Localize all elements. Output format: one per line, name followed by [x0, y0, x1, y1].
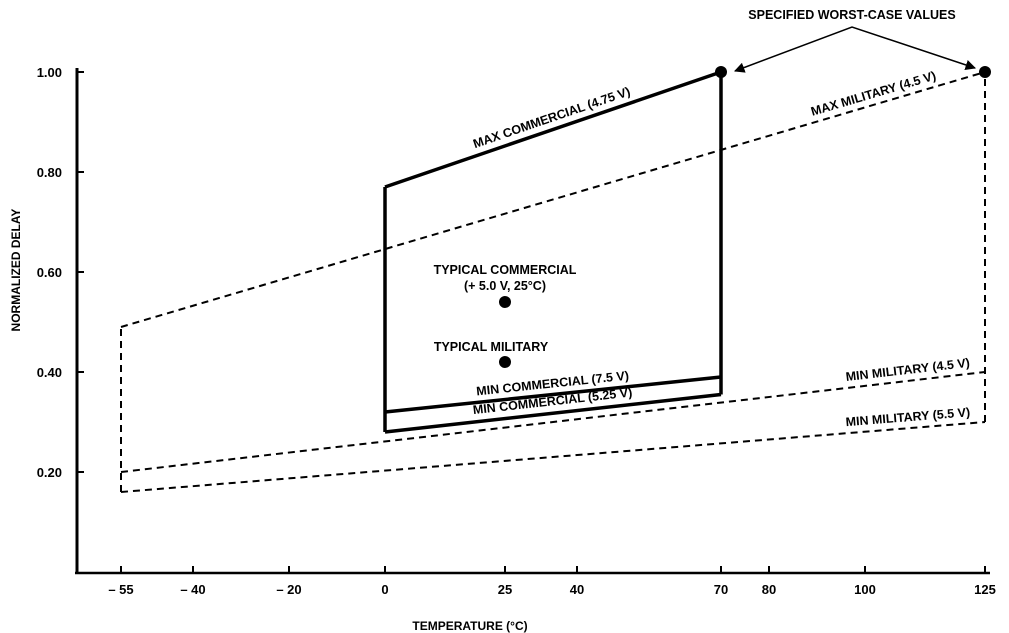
- y-tick-label: 0.60: [37, 265, 62, 280]
- series-line-min-commercial-7-5-v: [384, 375, 722, 414]
- data-point: [499, 356, 511, 368]
- series-line-min-commercial-5-25-v: [384, 392, 722, 434]
- series-label: MAX MILITARY (4.5 V): [809, 69, 937, 119]
- worst-case-annotation: SPECIFIED WORST-CASE VALUES: [748, 8, 955, 22]
- series-line-max-commercial-4-75-v: [384, 70, 722, 189]
- x-tick-label: 125: [974, 582, 996, 597]
- x-tick-label: 40: [570, 582, 584, 597]
- y-tick-label: 1.00: [37, 65, 62, 80]
- data-point: [715, 66, 727, 78]
- y-axis-label: NORMALIZED DELAY: [9, 209, 23, 332]
- x-tick-label: 100: [854, 582, 876, 597]
- series-label: MIN MILITARY (4.5 V): [845, 356, 971, 384]
- typical-commercial-label: TYPICAL COMMERCIAL: [434, 263, 577, 277]
- y-tick-label: 0.20: [37, 465, 62, 480]
- typical-commercial-sublabel: (+ 5.0 V, 25°C): [464, 279, 546, 293]
- x-tick-label: 80: [762, 582, 776, 597]
- series-line-max-military-4-5-v: [120, 71, 986, 328]
- x-tick-label: – 40: [180, 582, 205, 597]
- data-point: [499, 296, 511, 308]
- x-tick-label: – 55: [108, 582, 133, 597]
- series-labels: MAX COMMERCIAL (4.75 V)MIN COMMERCIAL (7…: [434, 8, 976, 429]
- axes: [75, 68, 990, 575]
- x-axis-label: TEMPERATURE (°C): [412, 619, 527, 633]
- series-lines: [120, 70, 986, 493]
- x-tick-label: – 20: [276, 582, 301, 597]
- y-tick-label: 0.40: [37, 365, 62, 380]
- data-points: [499, 66, 991, 368]
- series-line-min-military-4-5-v: [120, 371, 986, 473]
- series-label: MAX COMMERCIAL (4.75 V): [471, 84, 632, 151]
- axis-ticks: 0.20 0.40 0.60 0.80 1.00 – 55 – 40 – 20 0 25 40 70 8…: [37, 65, 996, 597]
- y-tick-label: 0.80: [37, 165, 62, 180]
- x-tick-label: 70: [714, 582, 728, 597]
- x-tick-label: 0: [381, 582, 388, 597]
- typical-military-label: TYPICAL MILITARY: [434, 340, 549, 354]
- data-point: [979, 66, 991, 78]
- x-tick-label: 25: [498, 582, 512, 597]
- worst-case-arrow: [734, 26, 976, 73]
- series-line-min-military-5-5-v: [120, 421, 986, 493]
